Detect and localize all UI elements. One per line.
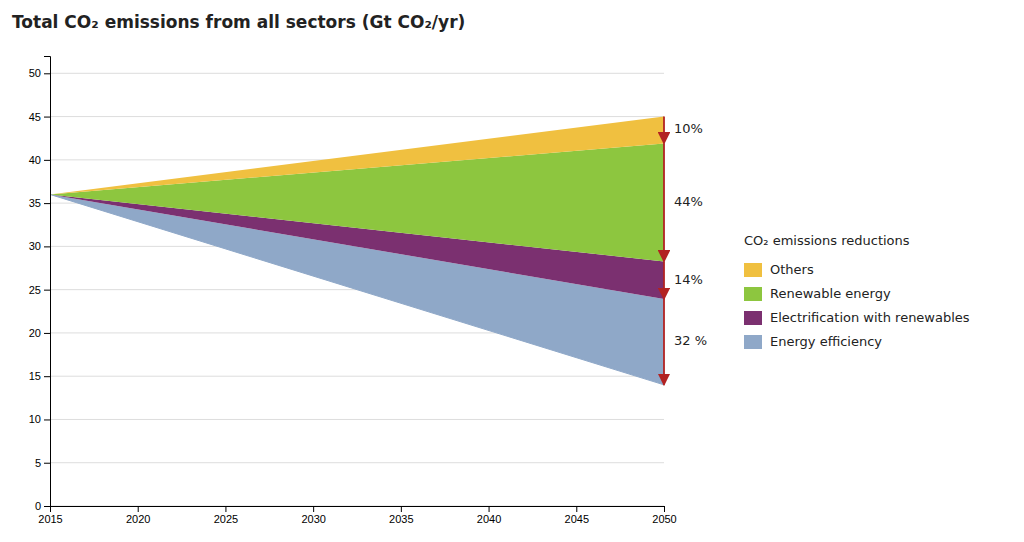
base-line (50, 194, 664, 384)
annotations: 32 % 14% 44% 10% (664, 117, 707, 385)
grid-line (50, 73, 664, 74)
legend-swatch (744, 287, 762, 301)
tick: 0 (35, 500, 50, 512)
tick-mark (44, 419, 50, 420)
tick-label: 2025 (214, 513, 238, 525)
grid-line (50, 462, 664, 463)
legend-title: CO₂ emissions reductions (744, 233, 910, 248)
tick-label: 30 (29, 240, 41, 252)
tick-label: 50 (29, 67, 41, 79)
tick: 2045 (565, 506, 589, 525)
tick-label: 15 (29, 370, 41, 382)
tick: 2015 (38, 506, 62, 525)
tick: 5 (35, 457, 50, 469)
tick: 10 (29, 413, 50, 425)
tick: 35 (29, 197, 50, 209)
tick: 15 (29, 370, 50, 382)
plot: 2015202020252030203520402045205005101520… (29, 57, 707, 525)
arrow (663, 261, 665, 299)
tick: 2025 (214, 506, 238, 525)
tick: 45 (29, 111, 50, 123)
chart: Total CO₂ emissions from all sectors (Gt… (0, 0, 1024, 542)
tick-mark (138, 506, 139, 512)
tick-label: 5 (35, 457, 41, 469)
legend: CO₂ emissions reductions Others Renewable … (744, 233, 970, 349)
tick-mark (44, 117, 50, 118)
tick-mark (44, 506, 50, 507)
tick-label: 2030 (301, 513, 325, 525)
tick-label: 35 (29, 197, 41, 209)
legend-swatch (744, 263, 762, 277)
tick: 2050 (652, 506, 676, 525)
areas (50, 117, 664, 385)
tick-mark (44, 463, 50, 464)
y-axis: 0 5 10 15 20 25 30 35 40 45 50 (29, 57, 51, 513)
grid-line (50, 419, 664, 420)
tick-label: 2015 (38, 513, 62, 525)
tick-mark (225, 506, 226, 512)
tick-label: 2045 (565, 513, 589, 525)
annotation: 14% (674, 272, 703, 287)
tick-mark (44, 160, 50, 161)
legend-item: Electrification with renewables (744, 310, 970, 326)
annotation: 10% (674, 121, 703, 136)
axis-line (44, 57, 51, 507)
tick-mark (489, 506, 490, 512)
tick: 40 (29, 154, 50, 166)
tick: 2040 (477, 506, 501, 525)
grid-line (50, 116, 664, 117)
legend-label: Energy efficiency (770, 334, 882, 349)
tick-label: 25 (29, 284, 41, 296)
tick-label: 20 (29, 327, 41, 339)
arrow (663, 143, 665, 261)
tick: 2035 (389, 506, 413, 525)
legend-item: Renewable energy (744, 286, 891, 302)
tick: 30 (29, 240, 50, 252)
tick-mark (44, 203, 50, 204)
tick-label: 2035 (389, 513, 413, 525)
tick-mark (664, 506, 665, 512)
tick-mark (44, 376, 50, 377)
annotation: 44% (674, 194, 703, 209)
tick-label: 2050 (652, 513, 676, 525)
legend-item: Energy efficiency (744, 334, 882, 350)
tick-label: 0 (35, 500, 41, 512)
legend-item: Others (744, 262, 814, 278)
tick-mark (576, 506, 577, 512)
tick-label: 40 (29, 154, 41, 166)
tick-label: 45 (29, 111, 41, 123)
x-axis: 2015 2020 2025 2030 2035 2040 2045 2050 (38, 506, 676, 525)
tick: 50 (29, 67, 50, 79)
tick-mark (44, 73, 50, 74)
tick: 20 (29, 327, 50, 339)
legend-swatch (744, 335, 762, 349)
title: Total CO₂ emissions from all sectors (Gt… (12, 12, 465, 32)
arrow (663, 299, 665, 385)
legend-label: Others (770, 262, 814, 277)
tick-label: 2020 (126, 513, 150, 525)
tick-label: 10 (29, 413, 41, 425)
axis-line (51, 507, 665, 513)
legend-label: Electrification with renewables (770, 310, 970, 325)
area (50, 117, 664, 195)
tick-mark (44, 290, 50, 291)
legend-label: Renewable energy (770, 286, 891, 301)
grid (50, 73, 664, 506)
tick: 25 (29, 284, 50, 296)
tick-label: 2040 (477, 513, 501, 525)
tick: 2020 (126, 506, 150, 525)
tick-mark (401, 506, 402, 512)
legend-swatch (744, 311, 762, 325)
annotation: 32 % (674, 333, 707, 348)
tick: 2030 (301, 506, 325, 525)
grid-line (50, 376, 664, 377)
arrow (663, 117, 665, 144)
tick-mark (44, 333, 50, 334)
tick-mark (44, 246, 50, 247)
tick-mark (313, 506, 314, 512)
